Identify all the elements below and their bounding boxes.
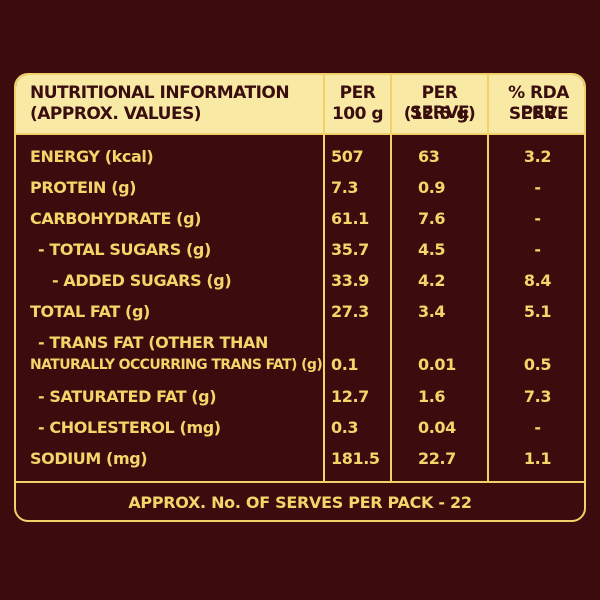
- row-label: TOTAL FAT (g): [30, 302, 150, 321]
- header-per100-line1: PER: [339, 83, 376, 103]
- row-per100: 507: [331, 147, 364, 166]
- header-rda-line2: SERVE: [508, 104, 569, 124]
- row-perserve: 0.01: [418, 355, 456, 374]
- table-row-protein: PROTEIN (g) 7.3 0.9 -: [16, 173, 584, 203]
- row-per100: 0.3: [331, 418, 359, 437]
- header-rda-line1: % RDA PER: [508, 83, 569, 123]
- row-rda: 7.3: [523, 387, 552, 406]
- row-rda: 8.4: [523, 271, 552, 290]
- row-perserve: 63: [418, 147, 440, 166]
- nutrition-table: NUTRITIONAL INFORMATION (APPROX. VALUES)…: [14, 73, 586, 522]
- header-divider: [16, 133, 584, 135]
- row-perserve: 0.9: [418, 178, 446, 197]
- table-row-trans-fat: - TRANS FAT (OTHER THAN NATURALLY OCCURR…: [16, 328, 584, 378]
- row-label: PROTEIN (g): [30, 178, 137, 197]
- row-per100: 61.1: [331, 209, 369, 228]
- table-row-cholesterol: - CHOLESTEROL (mg) 0.3 0.04 -: [16, 413, 584, 443]
- header-nutrition-line2: (APPROX. VALUES): [30, 104, 202, 124]
- row-label: ENERGY (kcal): [30, 147, 154, 166]
- row-label: - CHOLESTEROL (mg): [38, 418, 221, 437]
- row-perserve: 22.7: [418, 449, 456, 468]
- row-rda: 0.5: [523, 355, 552, 374]
- header-nutrition-line1: NUTRITIONAL INFORMATION: [30, 83, 290, 103]
- row-per100: 12.7: [331, 387, 369, 406]
- row-per100: 35.7: [331, 240, 369, 259]
- table-row-carbohydrate: CARBOHYDRATE (g) 61.1 7.6 -: [16, 204, 584, 234]
- table-row-saturated-fat: - SATURATED FAT (g) 12.7 1.6 7.3: [16, 382, 584, 412]
- column-divider: [323, 75, 325, 483]
- table-header: NUTRITIONAL INFORMATION (APPROX. VALUES)…: [16, 75, 584, 133]
- header-perserve-line1: PER SERVE: [409, 83, 470, 123]
- serves-per-pack-note: APPROX. No. OF SERVES PER PACK - 22: [128, 493, 472, 512]
- row-per100: 27.3: [331, 302, 369, 321]
- row-label-line2: NATURALLY OCCURRING TRANS FAT) (g): [30, 357, 323, 373]
- row-rda: -: [534, 209, 541, 228]
- row-per100: 0.1: [331, 355, 359, 374]
- table-row-energy: ENERGY (kcal) 507 63 3.2: [16, 142, 584, 172]
- table-row-total-sugars: - TOTAL SUGARS (g) 35.7 4.5 -: [16, 235, 584, 265]
- row-rda: 3.2: [523, 147, 552, 166]
- row-per100: 181.5: [331, 449, 380, 468]
- row-rda: 5.1: [523, 302, 552, 321]
- row-perserve: 0.04: [418, 418, 456, 437]
- row-label-line1: - TRANS FAT (OTHER THAN: [38, 333, 268, 352]
- row-rda: -: [534, 418, 541, 437]
- row-per100: 7.3: [331, 178, 359, 197]
- row-rda: -: [534, 240, 541, 259]
- row-label: SODIUM (mg): [30, 449, 148, 468]
- row-rda: 1.1: [523, 449, 552, 468]
- row-rda: -: [534, 178, 541, 197]
- column-divider: [390, 75, 392, 483]
- row-perserve: 7.6: [418, 209, 446, 228]
- row-perserve: 4.2: [418, 271, 446, 290]
- row-perserve: 4.5: [418, 240, 446, 259]
- row-perserve: 1.6: [418, 387, 446, 406]
- footer-divider: [16, 481, 584, 483]
- row-label: - SATURATED FAT (g): [38, 387, 217, 406]
- header-perserve-line2: (12.5 g): [403, 104, 476, 124]
- row-label: - ADDED SUGARS (g): [52, 271, 232, 290]
- column-divider: [487, 75, 489, 483]
- table-row-sodium: SODIUM (mg) 181.5 22.7 1.1: [16, 444, 584, 474]
- row-label: - TOTAL SUGARS (g): [38, 240, 211, 259]
- row-perserve: 3.4: [418, 302, 446, 321]
- table-row-total-fat: TOTAL FAT (g) 27.3 3.4 5.1: [16, 297, 584, 327]
- row-label: CARBOHYDRATE (g): [30, 209, 202, 228]
- header-per100-line2: 100 g: [331, 104, 384, 124]
- row-per100: 33.9: [331, 271, 369, 290]
- table-row-added-sugars: - ADDED SUGARS (g) 33.9 4.2 8.4: [16, 266, 584, 296]
